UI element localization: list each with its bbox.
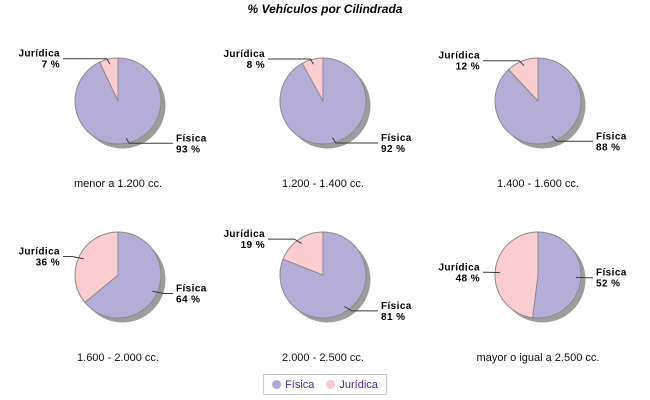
pie-slice-juridica — [99, 57, 119, 102]
pie-slice-juridica — [508, 57, 539, 102]
slice-label-name-juridica: Jurídica — [438, 51, 480, 62]
slice-label-name-juridica: Jurídica — [438, 262, 480, 273]
leader-line-juridica — [63, 58, 111, 65]
category-label: 1.200 - 1.400 cc. — [282, 178, 364, 190]
slice-label-name-juridica: Jurídica — [223, 49, 265, 60]
slice-label-name-fisica: Física — [596, 268, 627, 279]
slice-label-value-juridica: 36 % — [36, 258, 60, 269]
slice-label-name-fisica: Física — [596, 131, 627, 142]
slice-label-name-juridica: Jurídica — [18, 247, 60, 258]
leader-line-fisica — [152, 290, 173, 294]
category-label: mayor o igual a 2.500 cc. — [476, 352, 600, 364]
chart-title: % Vehículos por Cilindrada — [247, 2, 403, 16]
pie-slice-juridica — [74, 231, 119, 303]
category-label: 2.000 - 2.500 cc. — [282, 352, 364, 364]
category-label: menor a 1.200 cc. — [73, 178, 163, 190]
slice-label-value-fisica: 81 % — [381, 312, 405, 323]
slice-label-value-juridica: 12 % — [456, 62, 480, 73]
slice-label-name-fisica: Física — [176, 284, 207, 295]
pie-slice-fisica — [84, 231, 162, 319]
slice-label-name-juridica: Jurídica — [18, 49, 60, 60]
slice-label-name-fisica: Física — [381, 301, 412, 312]
slice-label-value-juridica: 7 % — [42, 60, 60, 71]
legend-bullet-fisica-icon — [272, 380, 282, 389]
pie-slice-juridica — [494, 231, 539, 319]
legend-label-juridica: Jurídica — [339, 378, 378, 391]
slice-label-value-fisica: 64 % — [176, 295, 200, 306]
pie-slice-fisica — [279, 231, 367, 319]
pie-chart-cell: Física 64 % Jurídica 36 % 1.600 - 2.000 cc. — [12, 202, 224, 370]
slice-label-value-fisica: 93 % — [176, 144, 200, 155]
category-label: 1.400 - 1.600 cc. — [497, 178, 579, 190]
slice-label-name-fisica: Física — [176, 133, 207, 144]
slice-label-value-juridica: 48 % — [456, 273, 480, 284]
pie-slice-juridica — [301, 57, 324, 102]
slice-label-value-juridica: 8 % — [247, 60, 265, 71]
slice-label-value-fisica: 52 % — [596, 279, 620, 290]
pie-chart-cell: Física 81 % Jurídica 19 % 2.000 - 2.500 cc. — [217, 202, 429, 370]
leader-line-juridica — [483, 60, 525, 67]
leader-line-juridica — [268, 238, 302, 245]
leader-line-fisica — [125, 137, 173, 144]
pie-slice-juridica — [282, 231, 324, 276]
pie-chart-cell: Física 52 % Jurídica 48 % mayor o igual a 2… — [432, 202, 644, 370]
slice-label-value-fisica: 92 % — [381, 144, 405, 155]
leader-line-fisica — [551, 135, 593, 142]
pie-chart-cell: Física 92 % Jurídica 8 % 1.200 - 1.400 cc. — [217, 28, 429, 196]
slice-label-value-juridica: 19 % — [241, 240, 265, 251]
leader-line-juridica — [63, 256, 84, 260]
leader-line-fisica — [332, 137, 378, 144]
slice-label-value-fisica: 88 % — [596, 142, 620, 153]
leader-line-juridica — [268, 58, 314, 65]
pie-chart-cell: Física 88 % Jurídica 12 % 1.400 - 1.600 cc. — [432, 28, 644, 196]
slice-label-name-juridica: Jurídica — [223, 229, 265, 240]
legend-item-juridica: Jurídica — [326, 379, 378, 391]
legend-label-fisica: Física — [285, 378, 315, 391]
legend: Física Jurídica — [263, 374, 387, 395]
category-label: 1.600 - 2.000 cc. — [77, 352, 159, 364]
legend-bullet-juridica-icon — [326, 380, 336, 389]
slice-label-name-fisica: Física — [381, 133, 412, 144]
pie-chart-cell: Física 93 % Jurídica 7 % menor a 1.200 cc. — [12, 28, 224, 196]
leader-line-fisica — [344, 305, 378, 312]
legend-item-fisica: Física — [272, 379, 314, 391]
